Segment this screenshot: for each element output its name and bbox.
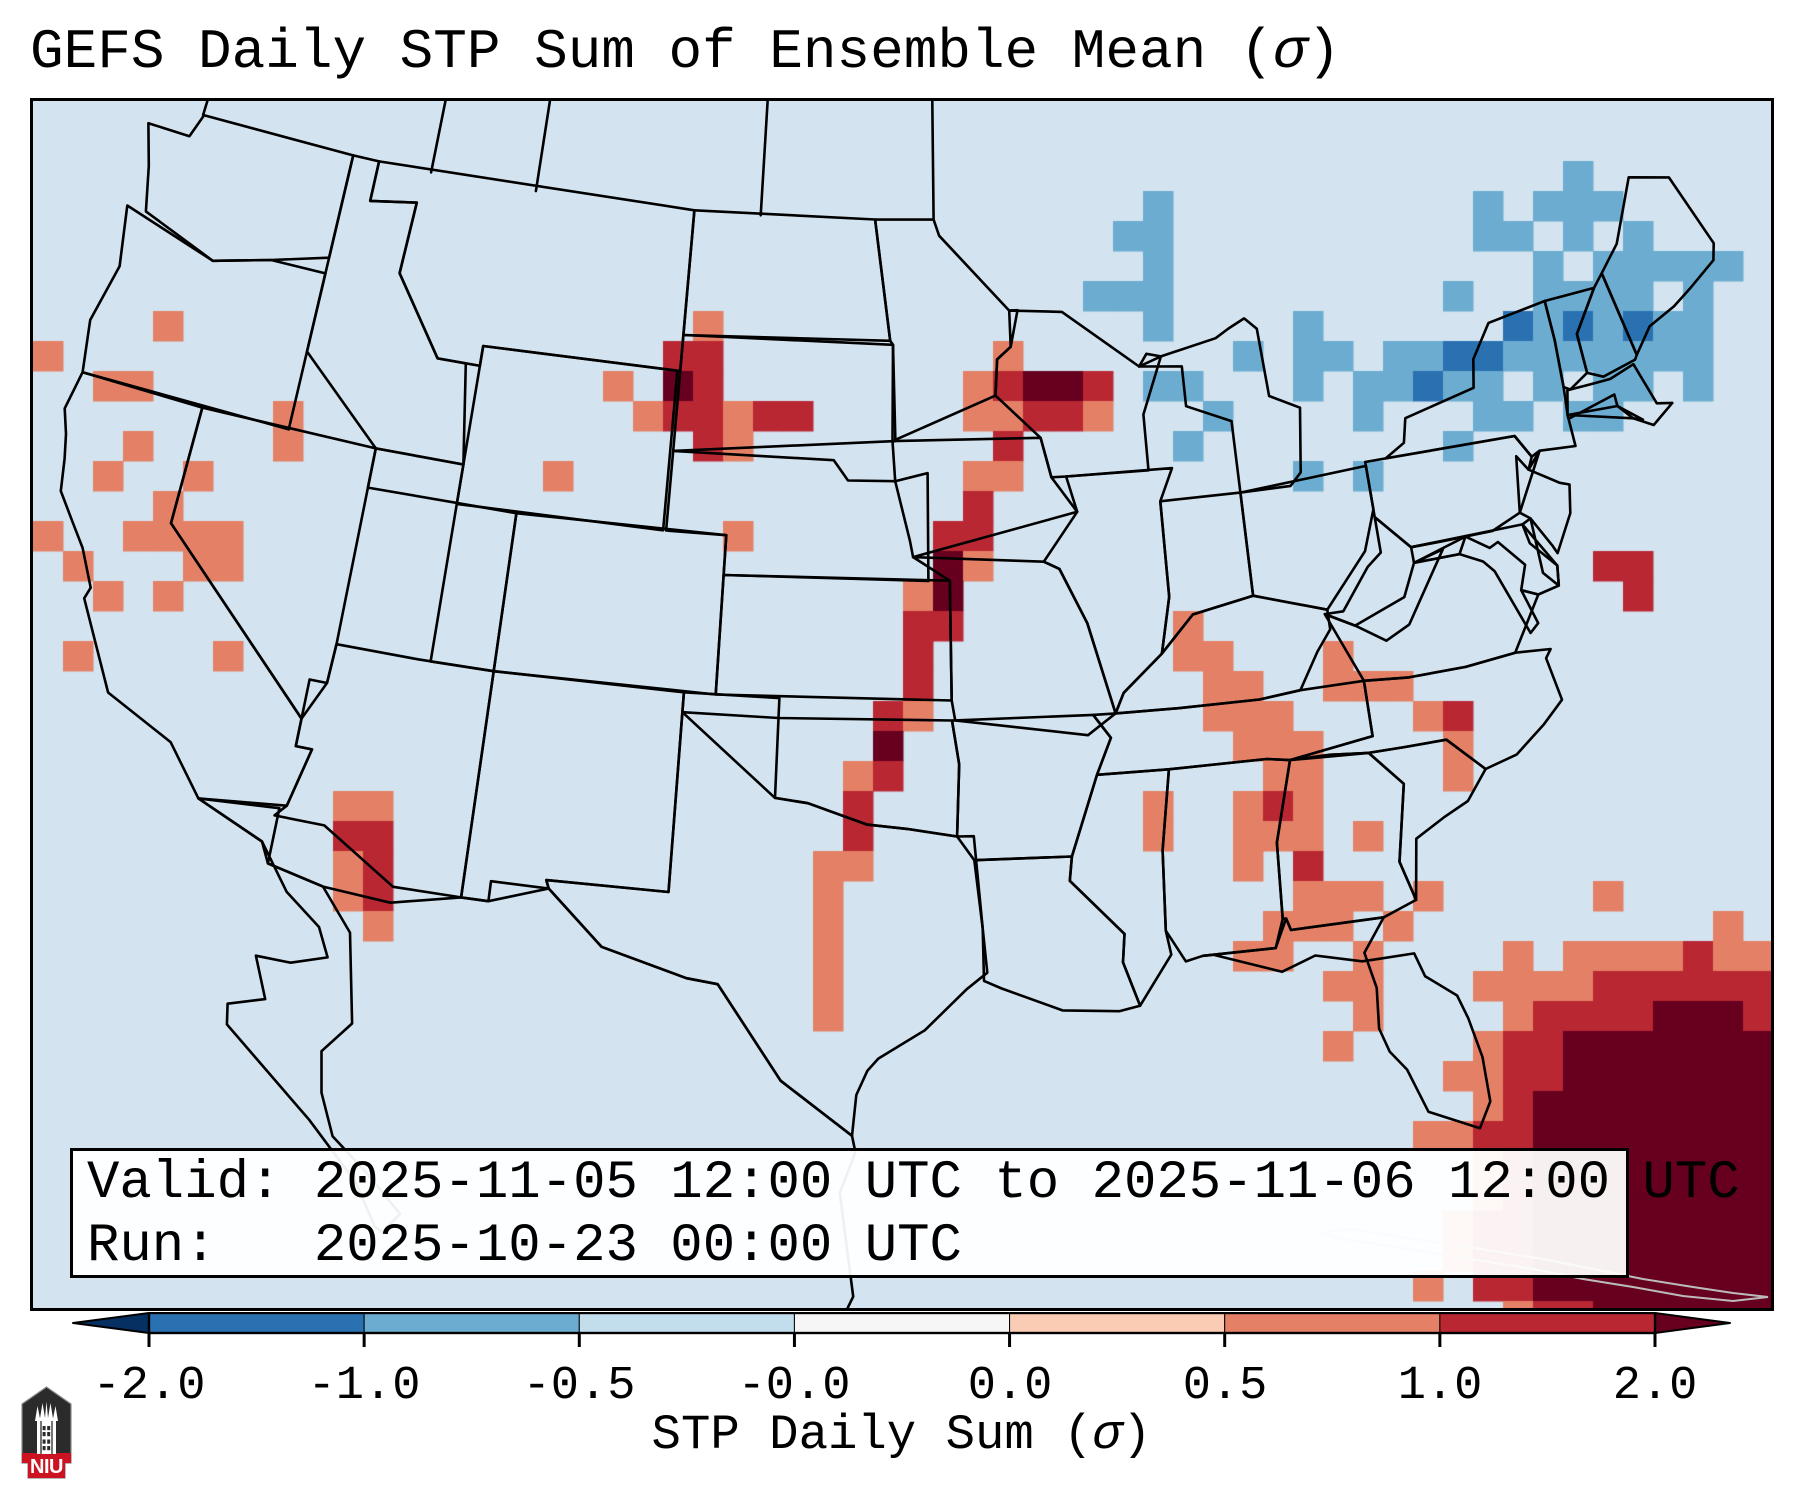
- svg-text:NIU: NIU: [30, 1456, 63, 1478]
